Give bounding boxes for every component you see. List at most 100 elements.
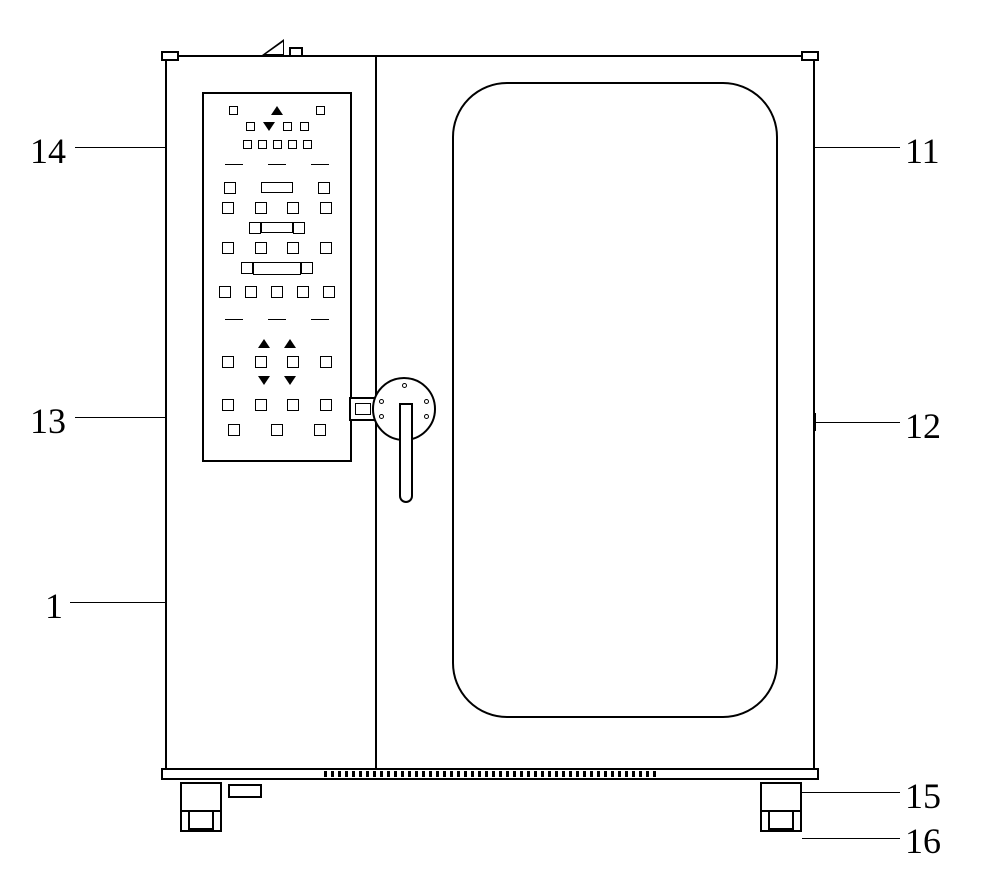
btn-icon bbox=[287, 202, 299, 214]
callout-13: 13 bbox=[30, 400, 66, 442]
ctrl-row bbox=[212, 356, 342, 368]
ctrl-row bbox=[212, 202, 342, 214]
ctrl-row bbox=[212, 424, 342, 436]
btn-icon bbox=[245, 286, 257, 298]
left-panel bbox=[167, 57, 377, 768]
btn-icon bbox=[301, 262, 313, 274]
btn-icon bbox=[320, 202, 332, 214]
ctrl-row bbox=[212, 140, 342, 149]
down-arrow-icon bbox=[263, 122, 275, 131]
drain-port bbox=[228, 784, 262, 798]
leader-12 bbox=[815, 422, 900, 423]
oven-cabinet bbox=[165, 55, 815, 770]
btn-icon bbox=[228, 424, 240, 436]
screw-icon bbox=[379, 399, 384, 404]
btn-icon bbox=[241, 262, 253, 274]
top-vent-icon bbox=[262, 39, 284, 55]
indicator-icon bbox=[229, 106, 238, 115]
screw-icon bbox=[402, 383, 407, 388]
btn-icon bbox=[222, 399, 234, 411]
btn-icon bbox=[258, 140, 267, 149]
dash-icon bbox=[311, 319, 329, 320]
indicator-icon bbox=[316, 106, 325, 115]
callout-12: 12 bbox=[905, 405, 941, 447]
leader-16 bbox=[802, 838, 900, 839]
btn-icon bbox=[287, 356, 299, 368]
display-icon bbox=[261, 222, 293, 233]
door-handle bbox=[399, 403, 413, 503]
leg-upper bbox=[182, 784, 220, 812]
btn-icon bbox=[271, 286, 283, 298]
btn-icon bbox=[219, 286, 231, 298]
top-tab bbox=[289, 47, 303, 55]
btn-icon bbox=[287, 242, 299, 254]
oven-door bbox=[377, 57, 813, 768]
callout-1: 1 bbox=[45, 585, 63, 627]
btn-icon bbox=[288, 140, 297, 149]
bottom-vent-strip bbox=[161, 768, 819, 780]
callout-11: 11 bbox=[905, 130, 940, 172]
up-arrow-icon bbox=[271, 106, 283, 115]
leg-upper bbox=[762, 784, 800, 812]
ctrl-row bbox=[212, 286, 342, 298]
ctrl-row bbox=[212, 122, 342, 131]
btn-icon bbox=[271, 424, 283, 436]
ctrl-row bbox=[212, 182, 342, 194]
display-icon bbox=[261, 182, 293, 193]
btn-icon bbox=[320, 242, 332, 254]
dash-icon bbox=[225, 319, 243, 320]
leg-left bbox=[180, 782, 222, 832]
btn-icon bbox=[255, 242, 267, 254]
btn-icon bbox=[320, 399, 332, 411]
control-panel bbox=[202, 92, 352, 462]
ctrl-row bbox=[212, 222, 342, 234]
dash-icon bbox=[268, 164, 286, 165]
btn-icon bbox=[303, 140, 312, 149]
down-arrow-icon bbox=[284, 376, 296, 385]
btn-icon bbox=[320, 356, 332, 368]
btn-icon bbox=[255, 399, 267, 411]
screw-icon bbox=[424, 399, 429, 404]
btn-icon bbox=[287, 399, 299, 411]
figure-stage: 1 13 14 11 12 15 16 bbox=[0, 0, 1000, 881]
leg-foot bbox=[188, 812, 214, 830]
btn-icon bbox=[283, 122, 292, 131]
btn-icon bbox=[222, 202, 234, 214]
up-arrow-icon bbox=[258, 339, 270, 348]
btn-icon bbox=[323, 286, 335, 298]
btn-icon bbox=[300, 122, 309, 131]
ctrl-row bbox=[212, 106, 342, 115]
btn-icon bbox=[249, 222, 261, 234]
screw-icon bbox=[379, 414, 384, 419]
up-arrow-icon bbox=[284, 339, 296, 348]
btn-icon bbox=[246, 122, 255, 131]
btn-icon bbox=[224, 182, 236, 194]
door-window bbox=[452, 82, 778, 718]
callout-16: 16 bbox=[905, 820, 941, 862]
down-arrow-icon bbox=[258, 376, 270, 385]
leader-15 bbox=[802, 792, 900, 793]
ctrl-row bbox=[212, 339, 342, 348]
dash-icon bbox=[311, 164, 329, 165]
callout-15: 15 bbox=[905, 775, 941, 817]
ctrl-row bbox=[212, 376, 342, 385]
btn-icon bbox=[222, 356, 234, 368]
leader-12-tick bbox=[815, 413, 816, 431]
leg-foot bbox=[768, 812, 794, 830]
display-icon bbox=[253, 262, 301, 275]
ctrl-row bbox=[212, 262, 342, 275]
ctrl-row bbox=[212, 242, 342, 254]
leg-right bbox=[760, 782, 802, 832]
btn-icon bbox=[297, 286, 309, 298]
btn-icon bbox=[293, 222, 305, 234]
ctrl-row bbox=[212, 399, 342, 411]
btn-icon bbox=[243, 140, 252, 149]
btn-icon bbox=[314, 424, 326, 436]
callout-14: 14 bbox=[30, 130, 66, 172]
btn-icon bbox=[255, 202, 267, 214]
ctrl-row bbox=[212, 319, 342, 320]
btn-icon bbox=[222, 242, 234, 254]
btn-icon bbox=[273, 140, 282, 149]
screw-icon bbox=[424, 414, 429, 419]
ctrl-row bbox=[212, 164, 342, 165]
